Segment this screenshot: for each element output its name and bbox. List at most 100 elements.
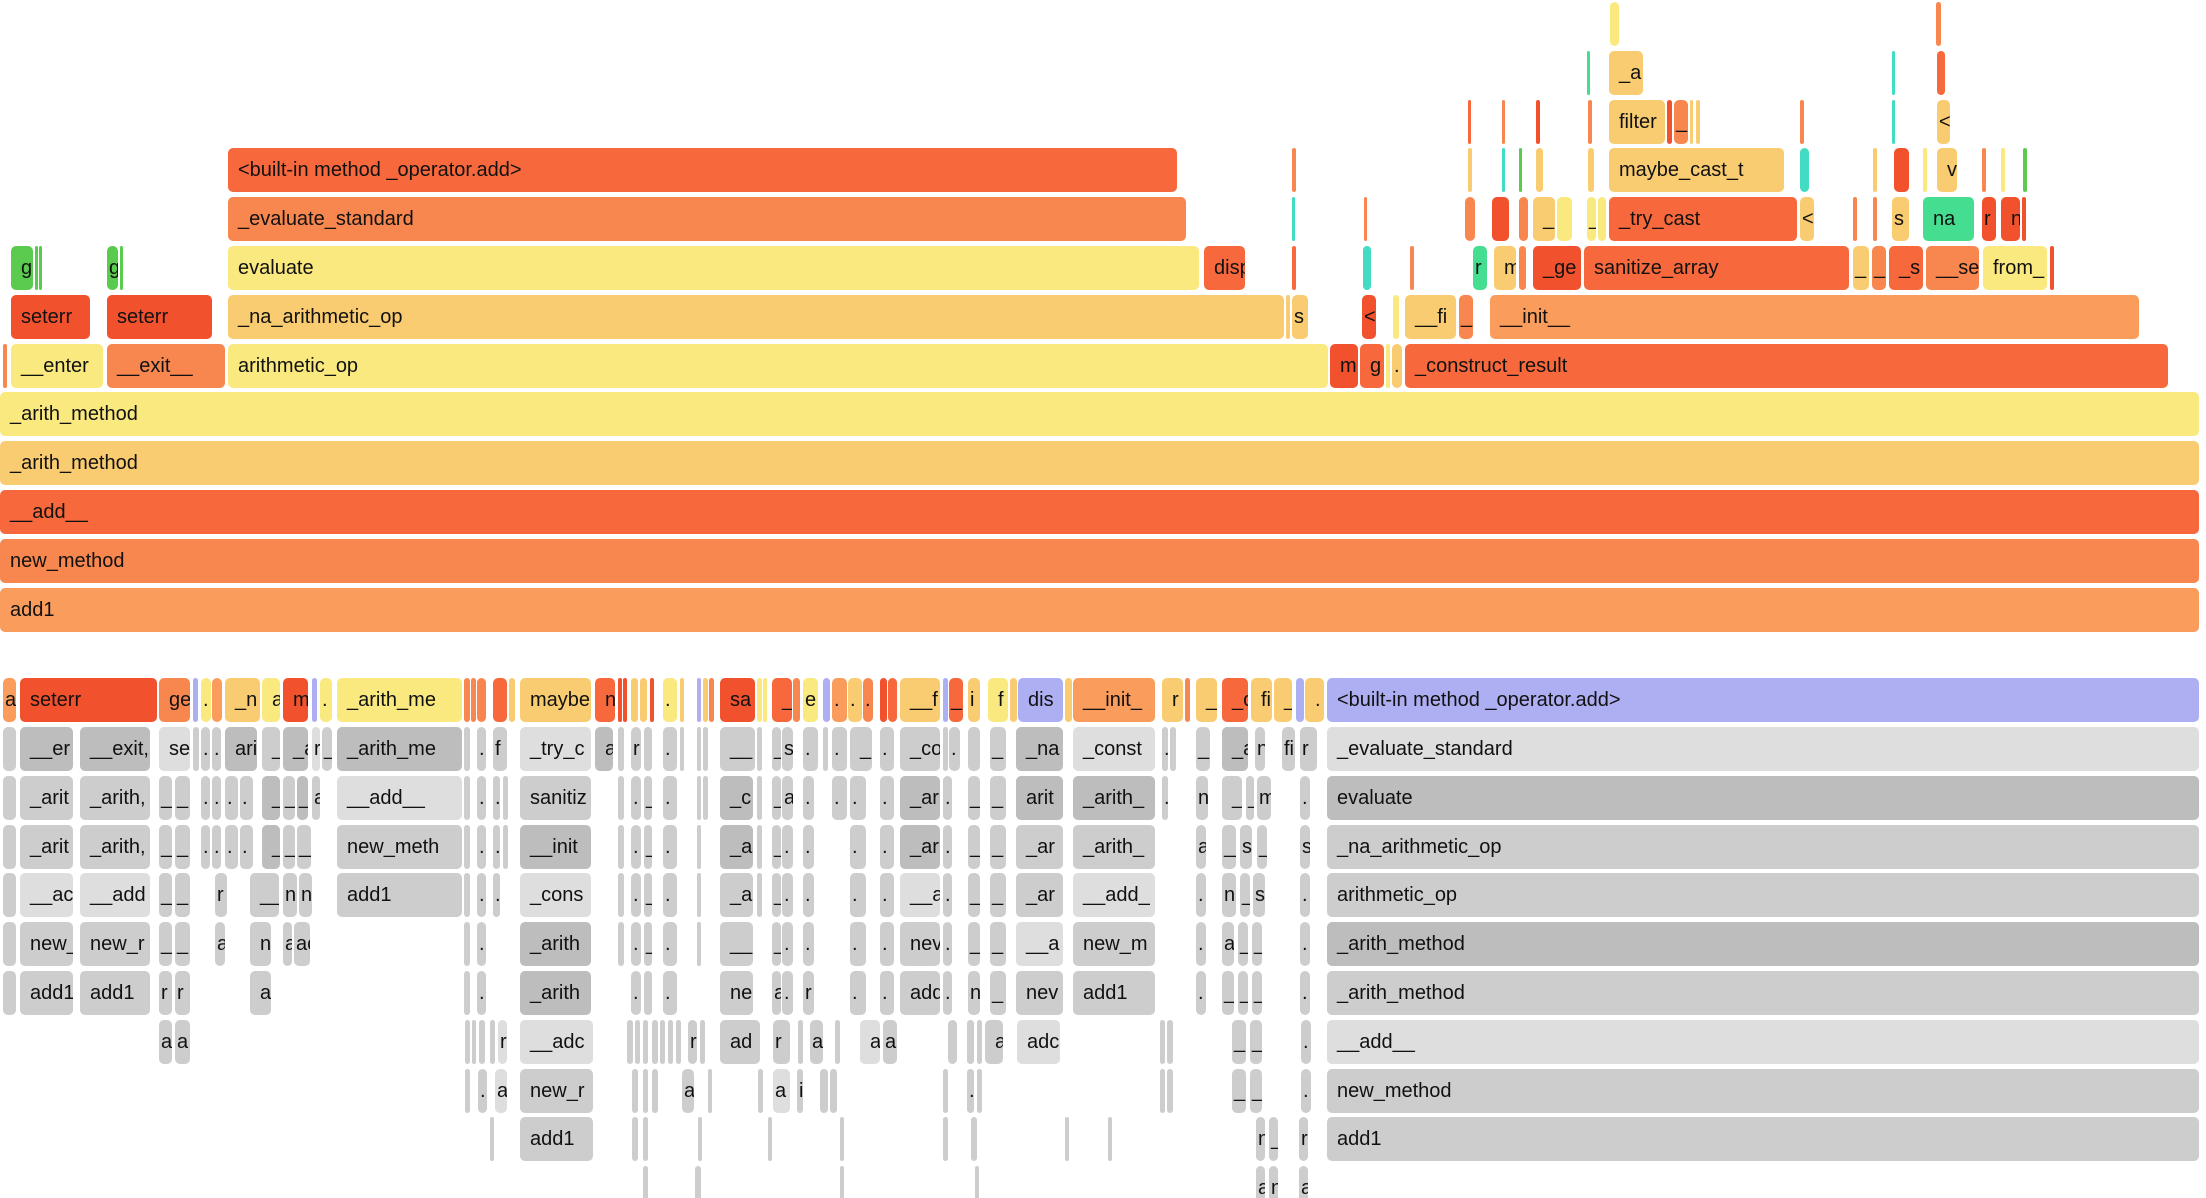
flame-frame-bar[interactable]: __add__ bbox=[1327, 1020, 2199, 1064]
flame-frame-bar[interactable] bbox=[643, 1020, 648, 1064]
flame-frame-bar[interactable]: . bbox=[832, 727, 847, 771]
flame-frame-bar[interactable]: . bbox=[967, 1069, 974, 1113]
flame-frame-bar[interactable]: . bbox=[782, 873, 793, 917]
flame-frame-bar[interactable]: e bbox=[803, 678, 818, 722]
flame-frame-bar[interactable]: a bbox=[1256, 1166, 1265, 1198]
flame-frame-bar[interactable]: _ bbox=[990, 825, 1006, 869]
flame-frame-bar[interactable] bbox=[1468, 100, 1471, 144]
flame-frame-bar[interactable]: a bbox=[215, 922, 225, 966]
flame-frame-bar[interactable] bbox=[2022, 197, 2026, 241]
flame-frame-bar[interactable] bbox=[1536, 100, 1540, 144]
flame-frame-bar[interactable]: _ bbox=[283, 825, 295, 869]
flame-frame-bar[interactable]: _ bbox=[1257, 825, 1267, 869]
flame-frame-bar[interactable]: new_method bbox=[0, 539, 2199, 583]
flame-frame-bar[interactable] bbox=[1363, 246, 1371, 290]
flame-frame-bar[interactable]: a bbox=[312, 776, 320, 820]
flame-frame-bar[interactable]: . bbox=[493, 873, 500, 917]
flame-frame-bar[interactable]: _a bbox=[262, 825, 280, 869]
flame-frame-bar[interactable] bbox=[643, 1166, 648, 1198]
flame-frame-bar[interactable]: . bbox=[201, 776, 210, 820]
flame-frame-bar[interactable]: add bbox=[900, 971, 940, 1015]
flame-frame-bar[interactable] bbox=[120, 246, 123, 290]
flame-frame-bar[interactable]: r bbox=[688, 1020, 697, 1064]
flame-frame-bar[interactable] bbox=[635, 1020, 640, 1064]
flame-frame-bar[interactable] bbox=[2023, 148, 2027, 192]
flame-frame-bar[interactable]: _ bbox=[159, 825, 172, 869]
flame-frame-bar[interactable]: _ bbox=[1250, 1069, 1262, 1113]
flame-frame-bar[interactable] bbox=[1696, 100, 1700, 144]
flame-frame-bar[interactable]: __se bbox=[1926, 246, 1979, 290]
flame-frame-bar[interactable]: add1 bbox=[1327, 1117, 2199, 1161]
flame-frame-bar[interactable]: _a bbox=[720, 873, 753, 917]
flame-frame-bar[interactable] bbox=[1065, 1117, 1069, 1161]
flame-frame-bar[interactable]: add1 bbox=[1073, 971, 1155, 1015]
flame-frame-bar[interactable]: _ bbox=[262, 727, 280, 771]
flame-frame-bar[interactable]: . bbox=[663, 776, 677, 820]
flame-frame-bar[interactable]: . bbox=[631, 971, 641, 1015]
flame-frame-bar[interactable]: sa bbox=[720, 678, 755, 722]
flame-frame-bar[interactable]: nev bbox=[900, 922, 940, 966]
flame-frame-bar[interactable]: _a bbox=[720, 825, 753, 869]
flame-frame-bar[interactable] bbox=[464, 727, 470, 771]
flame-frame-bar[interactable] bbox=[943, 1069, 948, 1113]
flame-frame-bar[interactable]: _a bbox=[1222, 727, 1248, 771]
flame-frame-bar[interactable]: . bbox=[477, 922, 486, 966]
flame-frame-bar[interactable]: __ bbox=[720, 922, 753, 966]
flame-frame-bar[interactable] bbox=[652, 1020, 658, 1064]
flame-frame-bar[interactable]: . bbox=[803, 776, 814, 820]
flame-frame-bar[interactable]: . bbox=[1300, 776, 1310, 820]
flame-frame-bar[interactable]: __a bbox=[900, 873, 940, 917]
flame-frame-bar[interactable] bbox=[768, 1117, 772, 1161]
flame-frame-bar[interactable] bbox=[1937, 51, 1945, 95]
flame-frame-bar[interactable] bbox=[1982, 148, 1986, 192]
flame-frame-bar[interactable]: r bbox=[631, 727, 641, 771]
flame-frame-bar[interactable]: r bbox=[1299, 1117, 1308, 1161]
flame-frame-bar[interactable]: . bbox=[225, 825, 238, 869]
flame-frame-bar[interactable] bbox=[1010, 678, 1017, 722]
flame-frame-bar[interactable]: _ bbox=[1459, 295, 1473, 339]
flame-frame-bar[interactable] bbox=[1587, 51, 1590, 95]
flame-frame-bar[interactable] bbox=[676, 1020, 681, 1064]
flame-frame-bar[interactable]: __add bbox=[80, 873, 150, 917]
flame-frame-bar[interactable] bbox=[698, 1117, 702, 1161]
flame-frame-bar[interactable]: __ bbox=[250, 873, 279, 917]
flame-frame-bar[interactable]: _ bbox=[772, 922, 781, 966]
flame-frame-bar[interactable]: _ar bbox=[900, 776, 940, 820]
flame-frame-bar[interactable]: __init bbox=[520, 825, 591, 869]
flame-frame-bar[interactable]: _ge bbox=[1533, 246, 1581, 290]
flame-frame-bar[interactable]: . bbox=[943, 922, 952, 966]
flame-frame-bar[interactable]: _ bbox=[968, 825, 980, 869]
flame-frame-bar[interactable]: ad bbox=[250, 971, 271, 1015]
flame-frame-bar[interactable]: _a bbox=[283, 727, 308, 771]
flame-frame-bar[interactable]: __fi bbox=[1405, 295, 1456, 339]
flame-frame-bar[interactable]: _ bbox=[644, 825, 652, 869]
flame-frame-bar[interactable]: . bbox=[663, 922, 677, 966]
flame-frame-bar[interactable] bbox=[3, 873, 16, 917]
flame-frame-bar[interactable] bbox=[618, 922, 624, 966]
flame-frame-bar[interactable]: _arith bbox=[520, 971, 591, 1015]
flame-frame-bar[interactable] bbox=[1292, 246, 1296, 290]
flame-frame-bar[interactable]: . bbox=[493, 825, 500, 869]
flame-frame-bar[interactable] bbox=[1853, 197, 1857, 241]
flame-frame-bar[interactable]: _ bbox=[1269, 1117, 1278, 1161]
flame-frame-bar[interactable] bbox=[1610, 2, 1619, 46]
flame-frame-bar[interactable]: n bbox=[2001, 197, 2020, 241]
flame-frame-bar[interactable]: . bbox=[1196, 922, 1206, 966]
flame-frame-bar[interactable] bbox=[703, 727, 708, 771]
flame-frame-bar[interactable]: . bbox=[850, 825, 866, 869]
flame-frame-bar[interactable]: . bbox=[880, 776, 894, 820]
flame-frame-bar[interactable] bbox=[464, 873, 470, 917]
flame-frame-bar[interactable] bbox=[503, 825, 508, 869]
flame-frame-bar[interactable]: ge bbox=[159, 678, 190, 722]
flame-frame-bar[interactable] bbox=[1170, 727, 1176, 771]
flame-frame-bar[interactable]: . bbox=[803, 922, 814, 966]
flame-frame-bar[interactable]: a bbox=[595, 727, 613, 771]
flame-frame-bar[interactable] bbox=[880, 678, 887, 722]
flame-frame-bar[interactable]: r bbox=[498, 1020, 507, 1064]
flame-frame-bar[interactable]: r bbox=[175, 971, 190, 1015]
flame-frame-bar[interactable]: _ bbox=[949, 678, 963, 722]
flame-frame-bar[interactable] bbox=[757, 825, 762, 869]
flame-frame-bar[interactable]: ac bbox=[1222, 922, 1234, 966]
flame-frame-bar[interactable]: _a bbox=[1222, 776, 1242, 820]
flame-frame-bar[interactable] bbox=[708, 1069, 712, 1113]
